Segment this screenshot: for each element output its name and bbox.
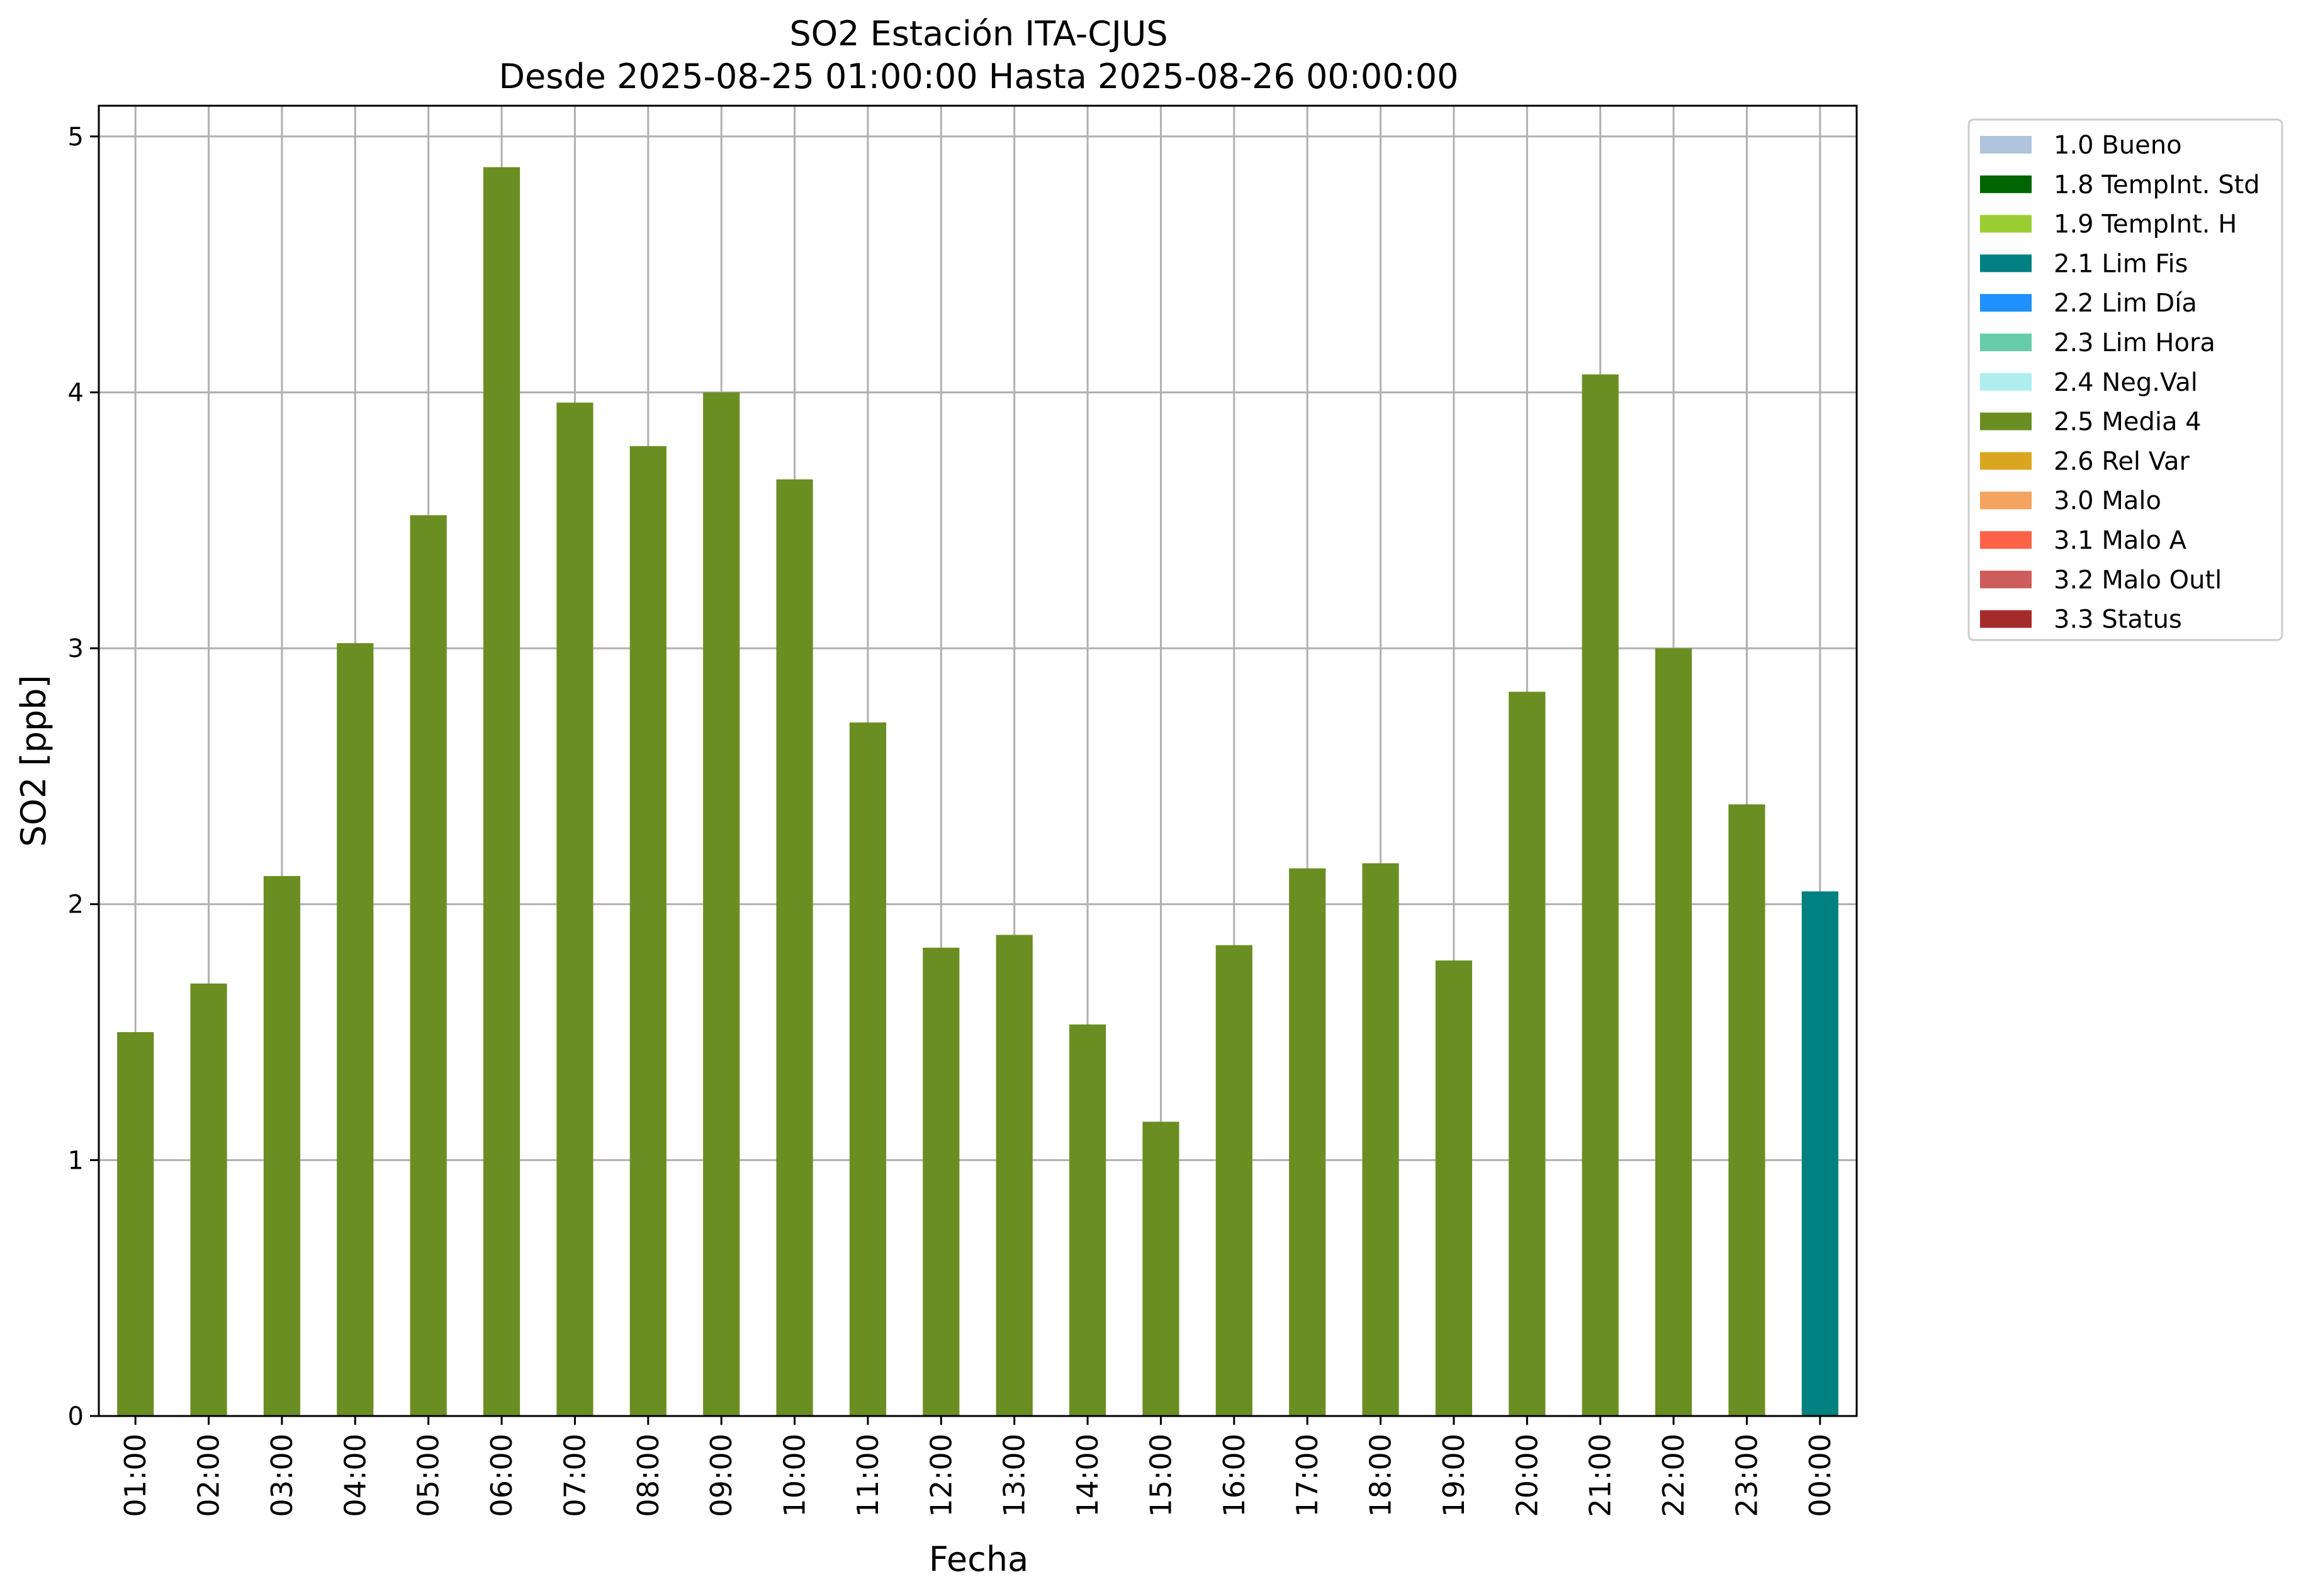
x-tick-label: 02:00: [192, 1434, 226, 1517]
x-tick-label: 23:00: [1730, 1434, 1764, 1517]
plot-frame: [98, 104, 1858, 1417]
x-tick-label: 03:00: [265, 1434, 299, 1517]
bar-0800: [629, 446, 667, 1416]
legend: 1.0 Bueno 1.8 TempInt. Std 1.9 TempInt. H 2…: [1967, 118, 2283, 641]
legend-swatch: [1980, 570, 2032, 588]
legend-swatch: [1980, 294, 2032, 312]
legend-swatch: [1980, 531, 2032, 549]
bar-0000: [1801, 891, 1838, 1416]
x-tick-label: 22:00: [1657, 1434, 1691, 1517]
legend-label: 3.1 Malo A: [2054, 526, 2187, 555]
y-tick-label: 5: [68, 123, 84, 152]
bar-0300: [263, 875, 301, 1416]
legend-swatch: [1980, 412, 2032, 430]
legend-label: 2.4 Neg.Val: [2054, 368, 2198, 397]
bar-2100: [1582, 374, 1619, 1416]
legend-swatch: [1980, 215, 2032, 233]
x-tick-label: 20:00: [1510, 1434, 1544, 1517]
y-tick-label: 4: [68, 378, 84, 407]
bar-0500: [410, 515, 447, 1416]
x-tick-label: 06:00: [485, 1434, 519, 1517]
bar-2200: [1655, 648, 1692, 1416]
y-tick-label: 1: [68, 1146, 84, 1175]
legend-swatch: [1980, 452, 2032, 470]
x-tick-label: 18:00: [1364, 1434, 1398, 1517]
x-tick-label: 19:00: [1437, 1434, 1471, 1517]
y-tick-label: 3: [68, 634, 84, 663]
bar-1800: [1362, 863, 1399, 1416]
legend-swatch: [1980, 492, 2032, 510]
bar-1500: [1142, 1121, 1179, 1416]
x-tick-label: 09:00: [704, 1434, 738, 1517]
legend-swatch: [1980, 136, 2032, 154]
legend-label: 3.2 Malo Outl: [2054, 566, 2222, 595]
x-tick-label: 08:00: [631, 1434, 665, 1517]
x-tick-label: 13:00: [998, 1434, 1032, 1517]
bar-2000: [1509, 692, 1546, 1416]
x-tick-label: 05:00: [412, 1434, 446, 1517]
bar-1600: [1215, 945, 1252, 1416]
x-tick-label: 00:00: [1803, 1434, 1837, 1517]
legend-label: 2.1 Lim Fis: [2054, 249, 2188, 278]
bar-0400: [337, 643, 374, 1416]
x-tick-label: 14:00: [1071, 1434, 1105, 1517]
legend-frame: [1967, 118, 2283, 641]
legend-label: 3.3 Status: [2054, 605, 2182, 634]
legend-label: 2.5 Media 4: [2054, 408, 2202, 437]
x-tick-label: 04:00: [338, 1434, 372, 1517]
legend-swatch: [1980, 254, 2032, 273]
legend-label: 2.6 Rel Var: [2054, 447, 2190, 476]
legend-swatch: [1980, 610, 2032, 628]
x-tick-label: 10:00: [778, 1434, 812, 1517]
legend-label: 1.9 TempInt. H: [2054, 210, 2237, 239]
bar-0100: [117, 1032, 154, 1416]
y-axis-ticks: 0 1 2 3 4 5: [68, 123, 99, 1431]
bar-1400: [1069, 1024, 1106, 1416]
chart-subtitle: Desde 2025-08-25 01:00:00 Hasta 2025-08-…: [498, 57, 1458, 96]
bar-1200: [923, 947, 960, 1416]
x-tick-label: 01:00: [118, 1434, 152, 1517]
bar-1700: [1289, 868, 1326, 1416]
bar-1300: [996, 935, 1033, 1416]
legend-swatch: [1980, 175, 2032, 193]
x-tick-label: 12:00: [924, 1434, 958, 1517]
x-tick-label: 07:00: [558, 1434, 592, 1517]
y-tick-label: 0: [68, 1402, 84, 1431]
x-tick-label: 16:00: [1217, 1434, 1251, 1517]
y-tick-label: 2: [68, 891, 84, 919]
x-tick-label: 21:00: [1584, 1434, 1617, 1517]
bar-0900: [703, 392, 740, 1416]
bar-2300: [1728, 804, 1765, 1416]
legend-swatch: [1980, 334, 2032, 351]
chart-title: SO2 Estación ITA-CJUS: [789, 14, 1167, 53]
bar-1900: [1435, 960, 1473, 1416]
x-tick-label: 17:00: [1290, 1434, 1324, 1517]
legend-label: 2.3 Lim Hora: [2054, 329, 2215, 357]
legend-label: 3.0 Malo: [2054, 486, 2161, 515]
bar-1100: [849, 722, 887, 1416]
x-axis-label: Fecha: [929, 1539, 1028, 1579]
legend-label: 2.2 Lim Día: [2054, 289, 2197, 318]
bar-0600: [483, 167, 520, 1416]
x-tick-label: 11:00: [851, 1434, 885, 1517]
x-axis-ticks: 01:00 02:00 03:00 04:00 05:00 06:00 07:00 08:00…: [118, 1416, 1837, 1517]
legend-swatch: [1980, 373, 2032, 391]
x-tick-label: 15:00: [1144, 1434, 1178, 1517]
bars: [117, 167, 1838, 1416]
legend-label: 1.0 Bueno: [2054, 131, 2182, 160]
y-axis-label: SO2 [ppb]: [14, 675, 53, 846]
bar-0700: [556, 402, 594, 1416]
bar-1000: [776, 479, 813, 1416]
bar-0200: [190, 983, 227, 1416]
legend-label: 1.8 TempInt. Std: [2054, 171, 2260, 200]
